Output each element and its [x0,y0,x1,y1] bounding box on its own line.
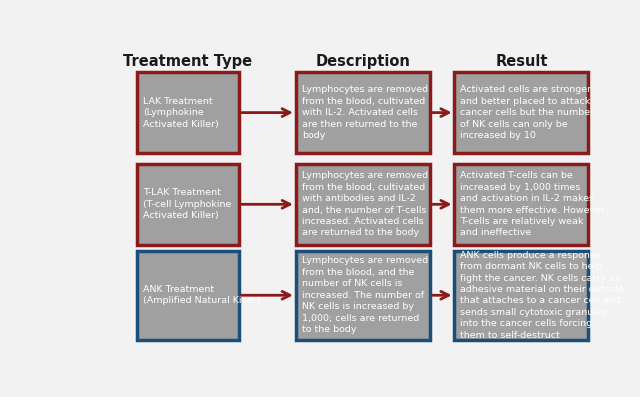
Text: Description: Description [316,54,410,69]
FancyBboxPatch shape [454,164,588,245]
FancyBboxPatch shape [454,72,588,153]
Text: Activated T-cells can be
increased by 1,000 times
and activation in IL-2 makes
t: Activated T-cells can be increased by 1,… [460,171,609,237]
Text: ANK cells produce a response
from dormant NK cells to help
fight the cancer. NK : ANK cells produce a response from dorman… [460,251,624,340]
Text: Lymphocytes are removed
from the blood, and the
number of NK cells is
increased.: Lymphocytes are removed from the blood, … [301,256,428,334]
FancyBboxPatch shape [454,251,588,339]
FancyBboxPatch shape [296,72,429,153]
Text: T-LAK Treatment
(T-cell Lymphokine
Activated Killer): T-LAK Treatment (T-cell Lymphokine Activ… [143,188,232,220]
FancyBboxPatch shape [296,164,429,245]
Text: ANK Treatment
(Amplified Natural Killer): ANK Treatment (Amplified Natural Killer) [143,285,260,305]
Text: Treatment Type: Treatment Type [124,54,252,69]
FancyBboxPatch shape [137,72,239,153]
Text: Activated cells are stronger
and better placed to attack
cancer cells but the nu: Activated cells are stronger and better … [460,85,595,140]
Text: LAK Treatment
(Lymphokine
Activated Killer): LAK Treatment (Lymphokine Activated Kill… [143,96,219,129]
Text: Lymphocytes are removed
from the blood, cultivated
with IL-2. Activated cells
ar: Lymphocytes are removed from the blood, … [301,85,428,140]
FancyBboxPatch shape [137,251,239,339]
Text: Lymphocytes are removed
from the blood, cultivated
with antibodies and IL-2
and,: Lymphocytes are removed from the blood, … [301,171,428,237]
Text: Result: Result [495,54,548,69]
FancyBboxPatch shape [296,251,429,339]
FancyBboxPatch shape [137,164,239,245]
